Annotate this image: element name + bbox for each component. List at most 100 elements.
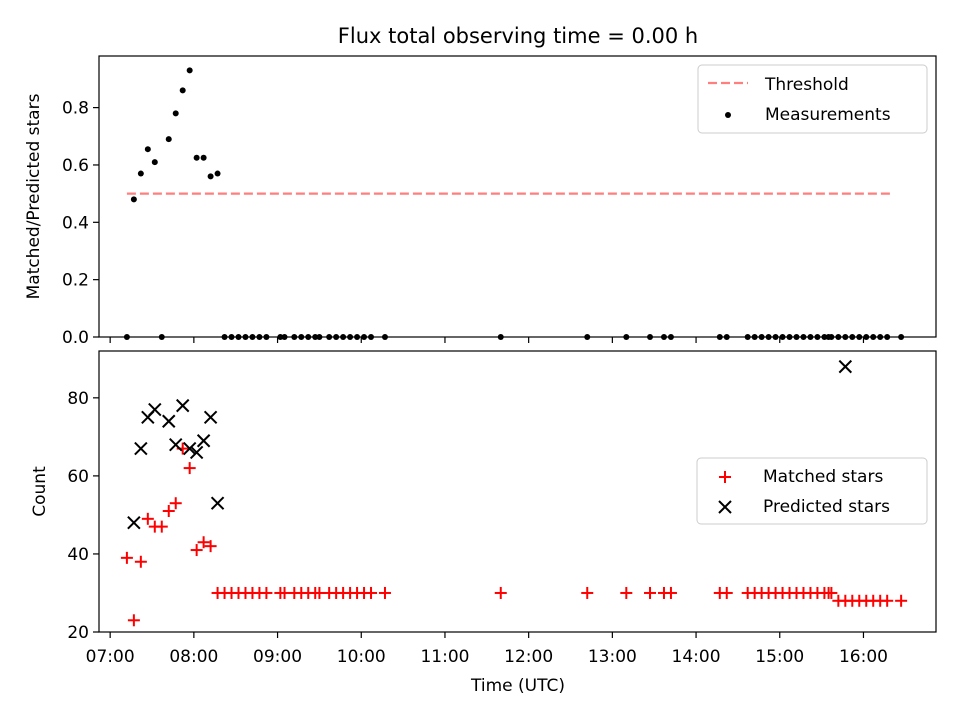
y-tick-label: 0.0	[62, 328, 89, 348]
y-axis-label: Count	[30, 466, 50, 517]
measurement-point	[165, 136, 172, 143]
measurement-point	[716, 334, 723, 340]
measurement-point	[158, 334, 165, 340]
predicted-star-point	[127, 516, 141, 530]
matched-star-point	[183, 462, 196, 475]
measurement-point	[667, 334, 674, 340]
measurement-point	[340, 334, 347, 340]
measurement-point	[130, 196, 137, 203]
y-tick-label: 0.8	[62, 99, 89, 119]
measurement-point	[870, 334, 877, 340]
measurement-point	[884, 334, 891, 340]
matched-star-point	[620, 586, 633, 599]
measurement-point	[326, 334, 333, 340]
x-tick-label: 10:00	[337, 647, 386, 667]
legend-matched-label: Matched stars	[763, 467, 883, 487]
matched-star-point	[825, 586, 838, 599]
measurement-point	[807, 334, 814, 340]
x-tick-label: 12:00	[504, 647, 553, 667]
measurement-point	[291, 334, 298, 340]
matched-star-point	[162, 505, 175, 518]
legend-bottom: Matched stars Predicted stars	[696, 457, 928, 525]
measurement-point	[347, 334, 354, 340]
matched-star-point	[378, 586, 391, 599]
measurement-point	[800, 334, 807, 340]
plot-frame	[98, 55, 937, 338]
matched-star-point	[494, 586, 507, 599]
predicted-star-point	[148, 402, 162, 417]
measurement-point	[814, 334, 821, 340]
matched-star-point	[895, 594, 908, 607]
measurement-point	[765, 334, 772, 340]
chart-title: Flux total observing time = 0.00 h	[338, 24, 698, 48]
y-tick-label: 20	[67, 623, 89, 643]
measurement-point	[172, 110, 179, 117]
measurement-point	[235, 334, 242, 340]
matched-star-point	[141, 512, 154, 525]
measurement-point	[647, 334, 654, 340]
measurement-point	[207, 173, 214, 180]
matched-star-point	[169, 497, 182, 510]
measurement-point	[200, 154, 207, 161]
plot-frame	[98, 350, 937, 633]
measurement-point	[151, 159, 158, 166]
measurement-point	[779, 334, 786, 340]
matched-star-point	[204, 540, 217, 553]
legend-top: Threshold Measurements	[697, 64, 928, 134]
measurement-point	[497, 334, 504, 340]
measurement-point	[242, 334, 249, 340]
measurement-point	[137, 170, 144, 177]
legend-predicted-label: Predicted stars	[763, 497, 890, 517]
predicted-star-point	[210, 496, 225, 510]
y-tick-label: 60	[67, 467, 89, 487]
measurement-point	[584, 334, 591, 340]
measurement-point	[249, 334, 256, 340]
legend-measurements-label: Measurements	[765, 105, 891, 125]
matched-star-point	[581, 586, 594, 599]
measurement-point	[828, 334, 835, 340]
legend-predicted-swatch	[718, 500, 732, 514]
predicted-star-point	[838, 359, 853, 374]
matched-star-point	[260, 586, 273, 599]
measurement-point	[281, 334, 288, 340]
measurement-point	[354, 334, 361, 340]
matched-star-point	[190, 544, 203, 557]
x-axis-label: Time (UTC)	[470, 676, 565, 696]
x-tick-label: 13:00	[588, 647, 637, 667]
matched-star-point	[720, 586, 733, 599]
measurement-point	[842, 334, 849, 340]
measurement-point	[333, 334, 340, 340]
top-panel: 0.0 0.2 0.4 0.6 0.8 Matched/Predicted stars Th…	[24, 55, 937, 348]
measurement-point	[316, 334, 323, 340]
measurement-point	[856, 334, 863, 340]
matched-star-point	[664, 586, 677, 599]
measurement-point	[772, 334, 779, 340]
measurement-point	[898, 334, 905, 340]
predicted-star-point	[203, 410, 218, 425]
measurement-point	[228, 334, 235, 340]
legend-frame	[697, 64, 928, 134]
measurement-point	[144, 146, 151, 153]
measurement-point	[751, 334, 758, 340]
matched-star-point	[127, 614, 140, 627]
measurement-point	[263, 334, 270, 340]
legend-frame	[696, 457, 928, 525]
measurement-point	[849, 334, 856, 340]
predicted-star-point	[169, 437, 183, 452]
y-tick-label: 80	[67, 389, 89, 409]
measurement-point	[186, 67, 193, 74]
measurement-point	[623, 334, 630, 340]
x-tick-label: 16:00	[839, 647, 888, 667]
measurement-point	[277, 334, 284, 340]
measurement-point	[298, 334, 305, 340]
predicted-star-point	[196, 434, 211, 448]
matched-star-point	[644, 586, 657, 599]
measurement-point	[821, 334, 828, 340]
predicted-star-point	[189, 445, 204, 460]
y-tick-label: 0.6	[62, 156, 89, 176]
legend-measurements-swatch	[725, 112, 731, 118]
measurement-point	[744, 334, 751, 340]
measurement-point	[786, 334, 793, 340]
measurement-point	[381, 334, 388, 340]
